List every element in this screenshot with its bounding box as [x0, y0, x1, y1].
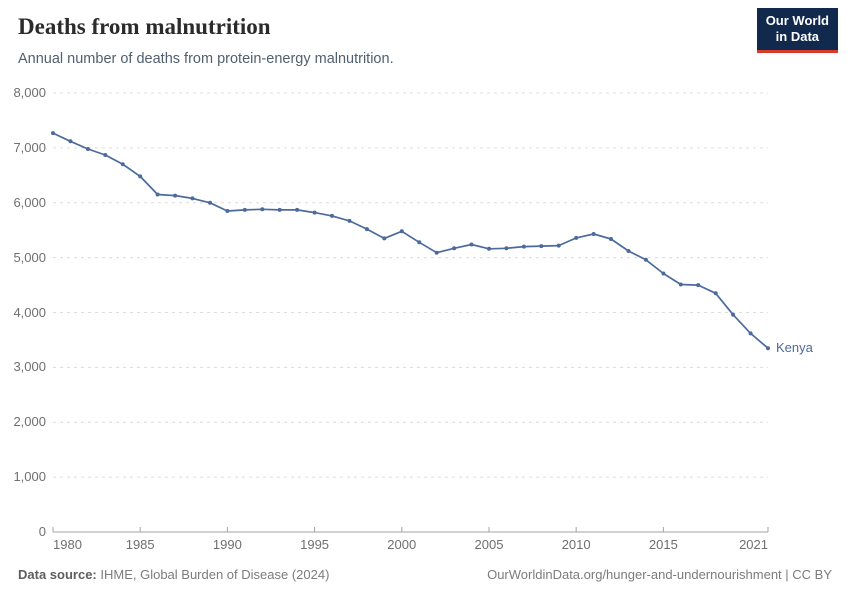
data-point-marker: [713, 291, 718, 296]
series-end-label: Kenya: [776, 340, 813, 356]
data-source-value: IHME, Global Burden of Disease (2024): [96, 567, 330, 582]
data-point-marker: [347, 218, 352, 223]
data-point-marker: [469, 242, 474, 247]
kenya-series-line: [52, 132, 769, 349]
data-point-marker: [539, 244, 544, 249]
data-point-marker: [487, 246, 491, 251]
data-point-marker: [190, 196, 195, 201]
data-source-text: Data source: IHME, Global Burden of Dise…: [18, 567, 329, 582]
data-point-marker: [330, 213, 334, 218]
data-point-marker: [731, 312, 736, 317]
data-point-marker: [68, 139, 73, 144]
data-point-marker: [382, 236, 387, 241]
data-source-label: Data source:: [18, 567, 97, 582]
data-point-marker: [208, 200, 212, 205]
data-point-marker: [556, 243, 561, 248]
owid-logo-line2: in Data: [775, 29, 820, 45]
data-point-marker: [417, 240, 422, 245]
data-point-marker: [434, 250, 439, 255]
chart-subtitle: Annual number of deaths from protein-ene…: [18, 51, 394, 67]
owid-url-link[interactable]: OurWorldinData.org/hunger-and-undernouri…: [487, 567, 832, 582]
data-point-marker: [609, 237, 613, 241]
data-point-marker: [295, 207, 300, 212]
data-point-marker: [766, 346, 770, 351]
data-point-marker: [591, 232, 596, 236]
data-point-marker: [364, 227, 369, 232]
data-point-marker: [748, 331, 753, 336]
data-point-marker: [661, 271, 666, 276]
data-point-marker: [452, 246, 457, 251]
data-point-marker: [120, 162, 125, 167]
data-point-marker: [678, 282, 683, 287]
owid-logo-line1: Our World: [765, 13, 829, 28]
data-point-marker: [312, 210, 317, 215]
data-point-marker: [504, 246, 509, 251]
data-point-marker: [399, 229, 404, 234]
data-point-marker: [277, 207, 282, 212]
chart-footer: Data source: IHME, Global Burden of Dise…: [18, 567, 832, 582]
data-point-marker: [242, 207, 247, 212]
data-point-marker: [626, 249, 631, 253]
data-point-marker: [155, 192, 160, 197]
data-point-marker: [138, 174, 143, 179]
page-title: Deaths from malnutrition: [18, 14, 271, 39]
data-point-marker: [51, 131, 55, 136]
data-point-marker: [643, 257, 648, 262]
owid-logo[interactable]: Our World in Data: [756, 8, 838, 53]
data-point-marker: [696, 283, 701, 288]
data-point-marker: [260, 207, 265, 212]
data-point-marker: [574, 235, 579, 240]
data-point-marker: [225, 209, 230, 213]
data-point-marker: [521, 244, 526, 249]
data-point-marker: [103, 153, 108, 157]
data-point-marker: [85, 147, 90, 151]
data-point-marker: [173, 193, 178, 198]
